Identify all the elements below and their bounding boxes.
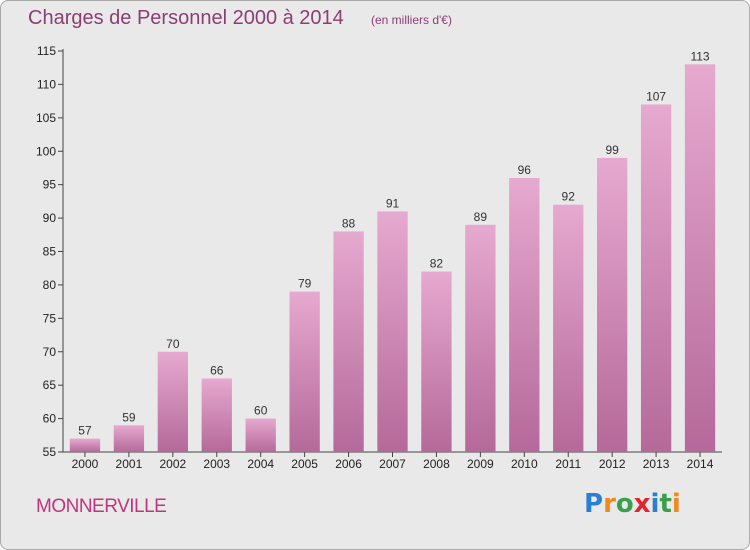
x-tick-label: 2004 [247,457,274,471]
y-tick-label: 65 [43,378,57,392]
chart-subtitle: (en milliers d'€) [371,13,452,27]
bar [69,438,101,452]
logo-letter: t [659,489,672,519]
bar [245,418,276,452]
bar [377,211,408,452]
data-label: 60 [254,404,268,418]
y-tick-label: 60 [43,412,57,426]
x-tick-label: 2000 [72,457,99,471]
y-tick-label: 100 [36,144,56,158]
proxiti-logo: Proxiti [584,489,681,519]
data-label: 59 [122,410,136,424]
bar [289,291,320,452]
x-tick-label: 2011 [555,457,581,471]
bar [201,378,232,452]
x-tick-label: 2010 [511,457,538,471]
logo-letter: x [633,489,651,519]
data-label: 92 [562,190,576,204]
logo-letter: i [650,489,660,519]
x-tick-label: 2001 [116,457,143,471]
y-tick-label: 110 [37,77,56,91]
data-label: 66 [210,363,224,377]
x-tick-label: 2007 [379,457,406,471]
x-tick-label: 2008 [423,457,450,471]
data-label: 113 [690,49,709,63]
data-label: 79 [298,277,312,291]
x-tick-label: 2006 [335,457,362,471]
logo-letter: r [603,489,616,519]
x-tick-label: 2012 [599,457,626,471]
x-tick-label: 2005 [291,457,318,471]
data-label: 99 [605,143,619,157]
logo-letter: P [584,489,604,519]
chart-title: Charges de Personnel 2000 à 2014 [28,7,344,29]
data-label: 82 [430,257,444,271]
bar [465,224,496,452]
bar [113,425,145,452]
y-tick-label: 55 [43,445,57,459]
logo-letter: o [615,489,634,519]
x-tick-label: 2003 [203,457,230,471]
y-tick-label: 80 [43,278,57,292]
y-tick-label: 85 [43,245,57,259]
bar [509,177,540,452]
data-label: 70 [166,337,180,351]
y-tick-label: 75 [43,311,57,325]
bar [640,104,672,452]
data-label: 96 [518,163,532,177]
y-tick-label: 105 [36,111,56,125]
logo-letter: i [671,489,681,519]
bar [333,231,364,452]
data-label: 91 [386,196,400,210]
bar [684,64,716,452]
commune-name: MONNERVILLE [36,496,167,517]
x-tick-label: 2013 [643,457,670,471]
x-tick-label: 2009 [467,457,494,471]
data-label: 107 [646,89,666,103]
data-label: 88 [342,216,356,230]
bar [597,157,628,452]
bar [157,351,188,452]
data-label: 89 [474,210,488,224]
x-tick-label: 2014 [687,457,714,471]
bar [553,204,584,452]
bar [421,271,452,452]
data-label: 57 [78,424,92,438]
x-tick-label: 2002 [159,457,186,471]
y-tick-label: 90 [43,211,57,225]
y-tick-label: 70 [43,345,57,359]
y-tick-label: 95 [43,178,57,192]
y-tick-label: 115 [37,44,56,58]
